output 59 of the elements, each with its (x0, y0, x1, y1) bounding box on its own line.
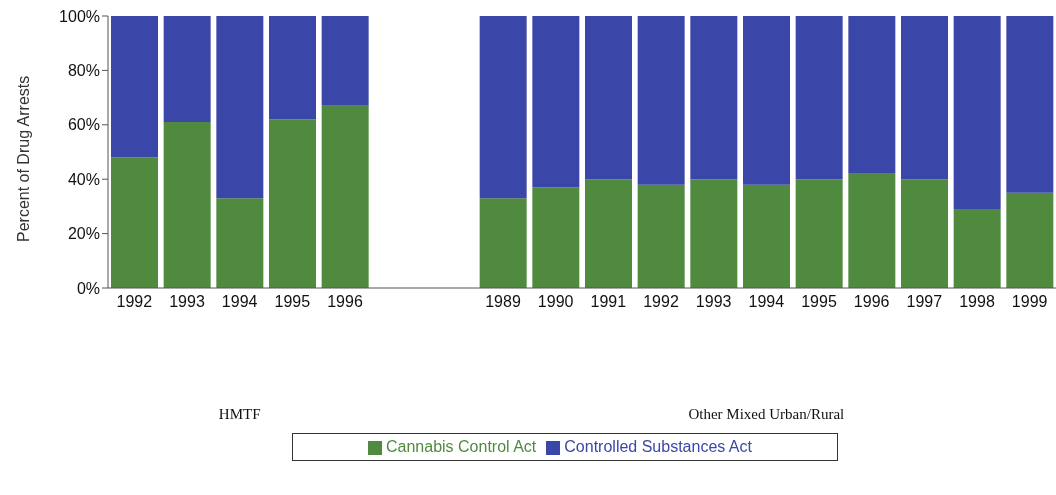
x-tick-label: 1992 (643, 293, 679, 311)
bar (585, 179, 632, 288)
bar (901, 16, 948, 180)
bar (532, 187, 580, 288)
bar (1006, 16, 1054, 193)
bar (690, 179, 738, 288)
bar (216, 16, 264, 199)
bar (901, 179, 948, 288)
bar (953, 209, 1001, 288)
bar (637, 16, 685, 185)
x-tick-label: 1995 (801, 293, 837, 311)
text: Other Mixed Urban/Rural (687, 406, 846, 423)
x-tick-label: 1995 (274, 293, 311, 311)
bar (479, 198, 527, 288)
y-tick-label: 40% (67, 170, 100, 188)
bar (321, 105, 369, 288)
bar (479, 16, 527, 199)
bar (848, 16, 896, 174)
y-tick-label: 20% (67, 225, 100, 243)
y-tick-label: 0% (76, 279, 100, 297)
bar (163, 16, 211, 123)
y-tick-label: 80% (67, 62, 100, 80)
x-tick-label: 1996 (327, 293, 363, 311)
bar (743, 16, 790, 185)
bar (111, 16, 158, 158)
bar (795, 179, 843, 288)
x-tick-label: 1999 (1011, 293, 1048, 311)
bar (532, 16, 580, 188)
bar (795, 16, 843, 180)
y-tick-label: 100% (59, 7, 100, 25)
bar (216, 198, 264, 288)
x-tick-label: 1994 (748, 293, 785, 311)
bar (269, 16, 316, 120)
legend-label: Cannabis Control Act (386, 438, 537, 455)
bar (321, 16, 369, 106)
text: HMTF (217, 406, 262, 423)
x-tick-label: 1997 (906, 293, 943, 311)
bar (163, 122, 211, 288)
y-tick-label: 60% (67, 116, 100, 134)
x-tick-label: 1992 (116, 293, 153, 311)
bar (585, 16, 632, 180)
bar (111, 157, 158, 288)
bar (637, 184, 685, 288)
bar (953, 16, 1001, 210)
x-tick-label: 1990 (537, 293, 574, 311)
legend-label: Controlled Substances Act (564, 438, 752, 455)
x-tick-label: 1998 (959, 293, 995, 311)
x-tick-label: 1994 (221, 293, 258, 311)
bar (743, 184, 790, 288)
y-axis-title: Percent of Drug Arrests (14, 75, 32, 242)
bar (269, 119, 316, 288)
x-tick-label: 1993 (169, 293, 205, 311)
bar (848, 173, 896, 288)
x-tick-label: 1993 (695, 293, 732, 311)
bar (1006, 192, 1054, 288)
x-tick-label: 1989 (485, 293, 521, 311)
bar (690, 16, 738, 180)
x-tick-label: 1996 (853, 293, 890, 311)
x-tick-label: 1991 (590, 293, 627, 311)
